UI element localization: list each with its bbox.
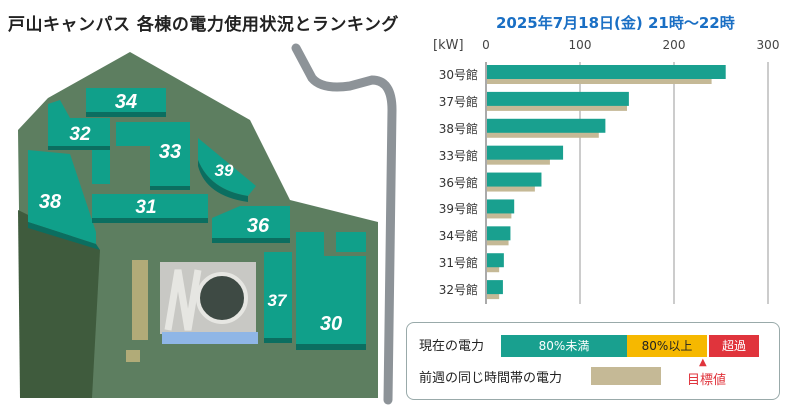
plaza-sculpture bbox=[164, 269, 202, 331]
bar-current-1[interactable] bbox=[487, 91, 629, 106]
building-38[interactable] bbox=[28, 150, 100, 250]
campus-map: 34 32 33 39 38 31 36 37 30 bbox=[18, 43, 397, 405]
legend: 現在の電力 80%未満 80%以上 超過 前週の同じ時間帯の電力 ▲ 目標値 bbox=[406, 322, 780, 400]
bar-current-0[interactable] bbox=[487, 65, 726, 79]
legend-over80: 80%以上 bbox=[627, 335, 707, 357]
building-36[interactable] bbox=[212, 206, 290, 243]
page-title: 戸山キャンパス 各棟の電力使用状況とランキング bbox=[8, 15, 399, 35]
planter bbox=[132, 260, 148, 340]
road bbox=[291, 43, 397, 405]
unit-label: [kW] bbox=[433, 38, 464, 53]
legend-exceeded: 超過 bbox=[709, 335, 759, 357]
plaza-circle bbox=[196, 272, 248, 324]
building-label-32: 32 bbox=[69, 124, 91, 145]
row-label-2: 38号館 bbox=[438, 121, 478, 136]
row-label-4: 36号館 bbox=[438, 175, 478, 190]
building-label-36: 36 bbox=[247, 215, 270, 237]
building-37[interactable] bbox=[264, 252, 292, 343]
building-32[interactable] bbox=[48, 100, 110, 184]
campus-dark-area bbox=[18, 210, 100, 398]
x-tick-300: 300 bbox=[756, 38, 780, 52]
x-tick-100: 100 bbox=[568, 38, 592, 52]
x-tick-0: 0 bbox=[482, 38, 490, 52]
building-label-34: 34 bbox=[115, 91, 137, 113]
building-label-39: 39 bbox=[215, 161, 234, 180]
building-33[interactable] bbox=[116, 122, 190, 190]
building-34[interactable] bbox=[86, 88, 166, 117]
legend-previous-swatch bbox=[591, 367, 661, 385]
row-label-1: 37号館 bbox=[438, 94, 478, 109]
building-30[interactable] bbox=[296, 232, 366, 350]
pool bbox=[162, 332, 258, 344]
building-39[interactable] bbox=[198, 138, 256, 202]
datetime-label: 2025年7月18日(金) 21時～22時 bbox=[496, 14, 735, 32]
building-label-33: 33 bbox=[159, 141, 181, 163]
building-label-38: 38 bbox=[39, 191, 62, 213]
row-label-3: 33号館 bbox=[438, 148, 478, 163]
building-label-30: 30 bbox=[320, 313, 342, 335]
row-label-7: 31号館 bbox=[438, 256, 478, 271]
legend-target-label: 目標値 bbox=[687, 373, 727, 388]
row-label-0: 30号館 bbox=[438, 68, 478, 82]
bar-current-5[interactable] bbox=[487, 199, 515, 214]
target-marker-icon: ▲ bbox=[699, 357, 707, 368]
building-label-37: 37 bbox=[268, 291, 288, 310]
bar-current-2[interactable] bbox=[487, 118, 606, 133]
row-label-8: 32号館 bbox=[438, 283, 478, 298]
bar-current-7[interactable] bbox=[487, 253, 504, 268]
legend-under80: 80%未満 bbox=[501, 335, 627, 357]
row-label-5: 39号館 bbox=[438, 202, 478, 217]
building-31[interactable] bbox=[92, 194, 208, 223]
bar-current-8[interactable] bbox=[487, 280, 503, 295]
planter-small bbox=[126, 350, 140, 362]
legend-previous-label: 前週の同じ時間帯の電力 bbox=[419, 371, 563, 386]
row-label-6: 34号館 bbox=[438, 229, 478, 244]
bar-current-6[interactable] bbox=[487, 226, 511, 241]
bar-current-3[interactable] bbox=[487, 145, 564, 160]
bar-current-4[interactable] bbox=[487, 172, 542, 187]
legend-current-label: 現在の電力 bbox=[419, 339, 485, 354]
x-tick-200: 200 bbox=[662, 38, 686, 52]
building-label-31: 31 bbox=[135, 197, 156, 218]
